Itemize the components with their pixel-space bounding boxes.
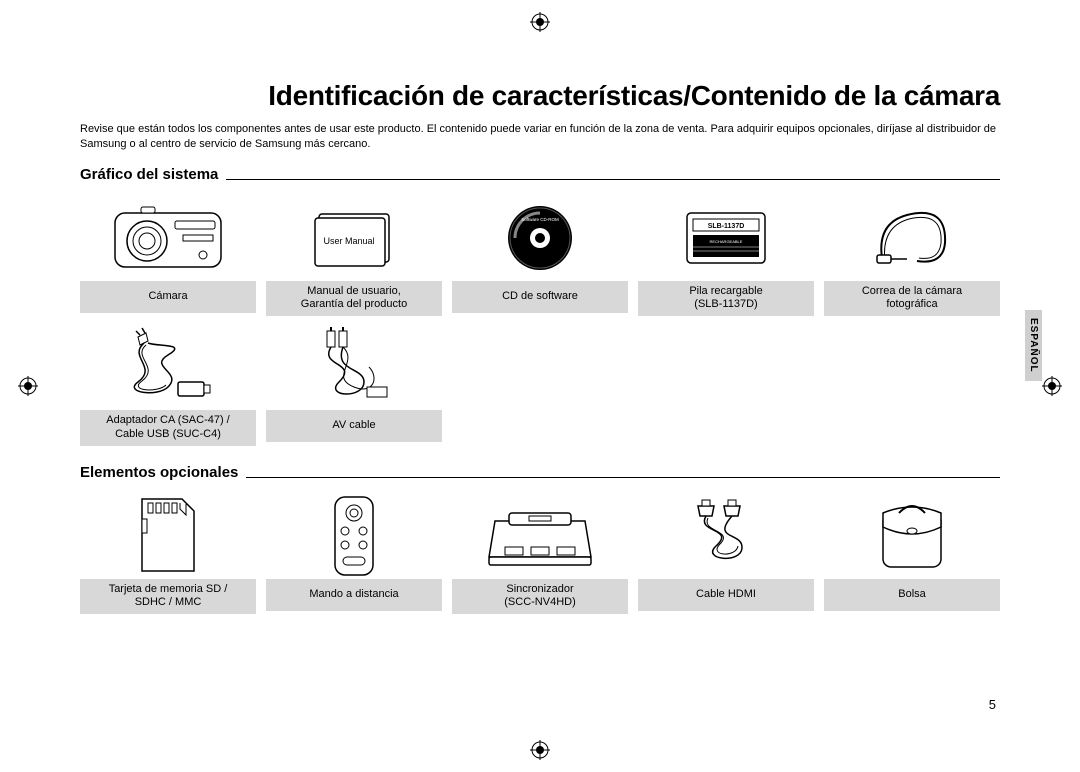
strap-icon [824, 195, 1000, 281]
item-cradle-label: Sincronizador(SCC-NV4HD) [452, 579, 628, 615]
item-avcable-label: AV cable [266, 410, 442, 442]
item-hdmi-label: Cable HDMI [638, 579, 814, 611]
rule-icon [246, 477, 1000, 478]
section-heading-system: Gráfico del sistema [80, 166, 1000, 185]
item-avcable: AV cable [266, 324, 442, 446]
item-battery-label: Pila recargable(SLB-1137D) [638, 281, 814, 317]
sdcard-icon [80, 493, 256, 579]
manual-text: User Manual [323, 236, 374, 246]
item-pouch-label: Bolsa [824, 579, 1000, 611]
adapter-icon [80, 324, 256, 410]
intro-text: Revise que están todos los componentes a… [80, 122, 1000, 152]
item-hdmi: Cable HDMI [638, 493, 814, 615]
svg-text:Software CD-ROM: Software CD-ROM [521, 217, 559, 222]
item-camera: Cámara [80, 195, 256, 317]
item-pouch: Bolsa [824, 493, 1000, 615]
item-battery: SLB-1137D RECHARGEABLE Pila recargable(S… [638, 195, 814, 317]
item-remote-label: Mando a distancia [266, 579, 442, 611]
item-cd: Software CD-ROM CD de software [452, 195, 628, 317]
section-heading-optional-text: Elementos opcionales [80, 464, 246, 481]
item-sdcard: Tarjeta de memoria SD /SDHC / MMC [80, 493, 256, 615]
page-title: Identificación de características/Conten… [80, 80, 1000, 112]
item-strap-label: Correa de la cámarafotográfica [824, 281, 1000, 317]
item-camera-label: Cámara [80, 281, 256, 313]
crop-mark-bottom-icon [530, 740, 550, 760]
cradle-icon [452, 493, 628, 579]
item-manual-label: Manual de usuario,Garantía del producto [266, 281, 442, 317]
cd-icon: Software CD-ROM [452, 195, 628, 281]
remote-icon [266, 493, 442, 579]
item-strap: Correa de la cámarafotográfica [824, 195, 1000, 317]
item-adapter: Adaptador CA (SAC-47) /Cable USB (SUC-C4… [80, 324, 256, 446]
page-number: 5 [989, 697, 996, 712]
item-cradle: Sincronizador(SCC-NV4HD) [452, 493, 628, 615]
section-heading-optional: Elementos opcionales [80, 464, 1000, 483]
item-manual: User Manual Manual de usuario,Garantía d… [266, 195, 442, 317]
item-adapter-label: Adaptador CA (SAC-47) /Cable USB (SUC-C4… [80, 410, 256, 446]
item-sdcard-label: Tarjeta de memoria SD /SDHC / MMC [80, 579, 256, 615]
crop-mark-top-icon [530, 12, 550, 32]
crop-mark-right-icon [1042, 376, 1062, 396]
item-remote: Mando a distancia [266, 493, 442, 615]
section-heading-system-text: Gráfico del sistema [80, 166, 226, 183]
page-content: Identificación de características/Conten… [80, 80, 1000, 632]
optional-grid: Tarjeta de memoria SD /SDHC / MMC Mando … [80, 493, 1000, 615]
manual-icon: User Manual [266, 195, 442, 281]
pouch-icon [824, 493, 1000, 579]
svg-text:SLB-1137D: SLB-1137D [708, 223, 745, 230]
hdmi-icon [638, 493, 814, 579]
avcable-icon [266, 324, 442, 410]
language-tab: ESPAÑOL [1025, 310, 1042, 381]
crop-mark-left-icon [18, 376, 38, 396]
battery-icon: SLB-1137D RECHARGEABLE [638, 195, 814, 281]
svg-text:RECHARGEABLE: RECHARGEABLE [710, 239, 743, 244]
rule-icon [226, 179, 1000, 180]
item-cd-label: CD de software [452, 281, 628, 313]
camera-icon [80, 195, 256, 281]
system-grid: Cámara User Manual Manual de usuario,Gar… [80, 195, 1000, 446]
